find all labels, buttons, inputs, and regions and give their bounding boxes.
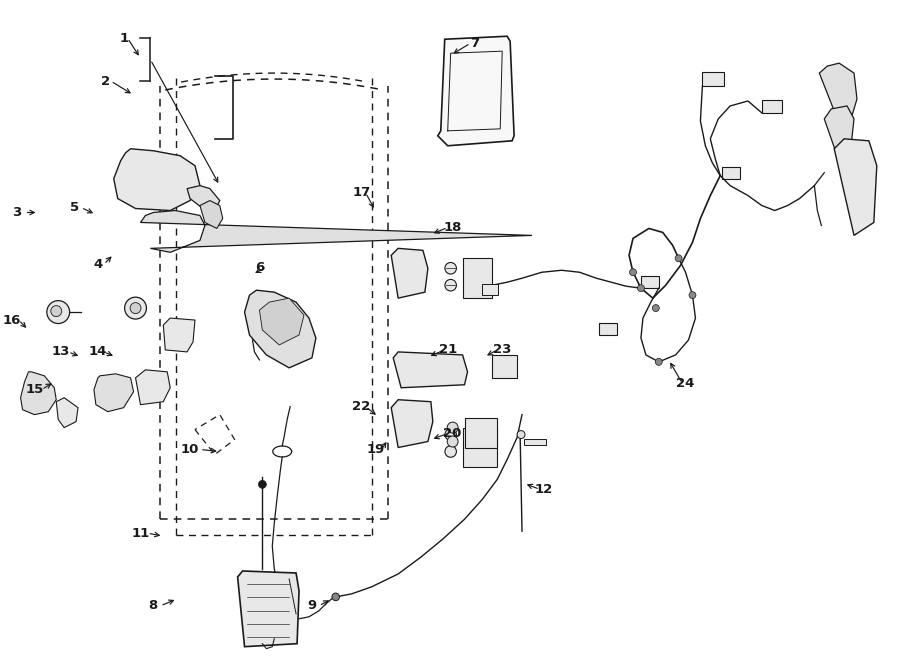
Text: 17: 17 (353, 186, 371, 199)
Circle shape (689, 292, 696, 299)
Circle shape (50, 306, 62, 316)
Polygon shape (187, 185, 220, 211)
Text: 12: 12 (535, 483, 553, 496)
Polygon shape (57, 398, 78, 428)
Bar (524, 438, 545, 444)
Polygon shape (437, 36, 514, 146)
Text: 7: 7 (470, 36, 479, 50)
Bar (762, 100, 782, 113)
Text: 9: 9 (308, 599, 317, 612)
Text: 18: 18 (444, 221, 462, 234)
Text: 8: 8 (148, 599, 158, 612)
Bar (702, 72, 724, 86)
Circle shape (445, 429, 456, 440)
Text: 20: 20 (444, 427, 462, 440)
Circle shape (47, 301, 69, 324)
Circle shape (447, 436, 458, 447)
Text: 22: 22 (353, 401, 371, 413)
Circle shape (332, 593, 339, 600)
Bar (641, 276, 659, 288)
Polygon shape (392, 400, 433, 448)
Text: 2: 2 (101, 75, 111, 87)
Circle shape (675, 255, 682, 261)
Polygon shape (238, 571, 299, 647)
Text: 6: 6 (255, 261, 264, 274)
Polygon shape (163, 318, 195, 352)
Text: 1: 1 (119, 32, 128, 45)
Text: 14: 14 (89, 346, 107, 358)
Bar (722, 167, 740, 179)
Polygon shape (393, 352, 467, 388)
Circle shape (637, 285, 644, 292)
Polygon shape (824, 106, 854, 156)
Polygon shape (136, 370, 170, 404)
Text: 16: 16 (3, 314, 21, 326)
Text: 3: 3 (12, 206, 22, 219)
Bar (464, 418, 498, 448)
Text: 24: 24 (677, 377, 695, 391)
Polygon shape (245, 290, 316, 368)
Circle shape (652, 305, 660, 312)
Bar (463, 258, 492, 298)
Text: 11: 11 (131, 527, 149, 540)
Circle shape (130, 303, 141, 314)
Polygon shape (140, 211, 532, 252)
Polygon shape (392, 248, 428, 298)
Bar (463, 428, 498, 467)
Circle shape (124, 297, 147, 319)
Circle shape (630, 269, 636, 276)
Bar (599, 323, 617, 335)
Bar (482, 284, 499, 295)
Circle shape (258, 481, 266, 489)
Polygon shape (819, 63, 857, 119)
Circle shape (655, 358, 662, 365)
Polygon shape (834, 139, 877, 236)
Text: 4: 4 (94, 258, 103, 271)
Circle shape (445, 446, 456, 457)
Text: 10: 10 (181, 443, 199, 456)
Polygon shape (200, 201, 222, 228)
Circle shape (447, 422, 458, 433)
Polygon shape (259, 298, 304, 345)
Polygon shape (94, 374, 133, 412)
Text: 21: 21 (438, 344, 457, 356)
Polygon shape (21, 372, 57, 414)
Text: 23: 23 (493, 344, 511, 356)
Text: 13: 13 (52, 346, 70, 358)
Circle shape (518, 430, 525, 438)
Circle shape (445, 263, 456, 274)
Polygon shape (113, 149, 200, 211)
Text: 15: 15 (25, 383, 43, 397)
Bar (492, 355, 517, 378)
Text: 19: 19 (366, 443, 384, 456)
Circle shape (445, 279, 456, 291)
Text: 5: 5 (69, 201, 78, 214)
